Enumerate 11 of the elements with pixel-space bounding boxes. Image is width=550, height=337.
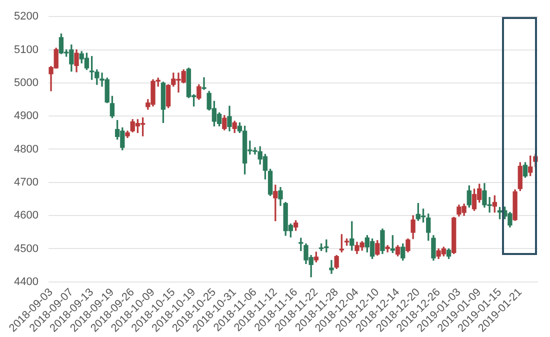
candlestick: [329, 260, 334, 274]
y-tick-label: 4500: [14, 242, 38, 255]
y-tick-label: 4900: [14, 110, 38, 122]
y-tick-label: 4600: [14, 210, 38, 222]
y-tick-label: 4800: [14, 143, 38, 156]
y-tick-label: 5200: [14, 10, 38, 23]
y-tick-label: 4700: [14, 176, 38, 188]
y-tick-label: 5000: [14, 76, 38, 89]
y-tick-label: 5100: [14, 44, 38, 56]
candlestick: [202, 77, 206, 90]
y-tick-label: 4400: [14, 276, 38, 288]
